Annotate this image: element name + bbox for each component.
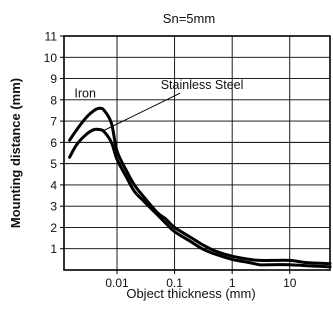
y-tick-label: 1	[50, 242, 57, 256]
y-tick-label: 10	[44, 51, 58, 65]
annotation-label-stainless-steel: Stainless Steel	[161, 78, 244, 92]
y-tick-label: 3	[50, 200, 57, 214]
y-tick-label: 5	[50, 157, 57, 171]
chart-title: Sn=5mm	[163, 11, 215, 26]
x-tick-label: 0.1	[166, 276, 183, 290]
series-line-iron	[68, 106, 332, 266]
grid-lines	[64, 36, 330, 270]
plot-series	[68, 106, 332, 269]
y-tick-label: 2	[50, 221, 57, 235]
y-axis-ticks: 1 2 3 4 5 6 7 8 9 10 11	[44, 30, 64, 256]
y-tick-label: 7	[50, 115, 57, 129]
y-tick-label: 11	[45, 30, 58, 44]
y-tick-label: 4	[50, 178, 57, 192]
x-axis-ticks: 0.01 0.1 1 10	[105, 270, 297, 290]
y-tick-label: 9	[50, 72, 57, 86]
annotation-leader-line	[103, 92, 181, 132]
plot-frame	[63, 35, 331, 271]
x-tick-label: 10	[283, 276, 297, 290]
y-axis-label: Mounting distance (mm)	[8, 78, 23, 228]
series-line-stainless-steel	[68, 127, 332, 269]
annotations: Iron Stainless Steel	[74, 78, 244, 132]
y-tick-label: 8	[50, 93, 57, 107]
x-tick-label: 0.01	[105, 276, 129, 290]
y-tick-label: 6	[50, 136, 57, 150]
annotation-label-iron: Iron	[74, 87, 96, 101]
x-axis-label: Object thickness (mm)	[126, 286, 255, 301]
x-tick-label: 1	[229, 276, 236, 290]
